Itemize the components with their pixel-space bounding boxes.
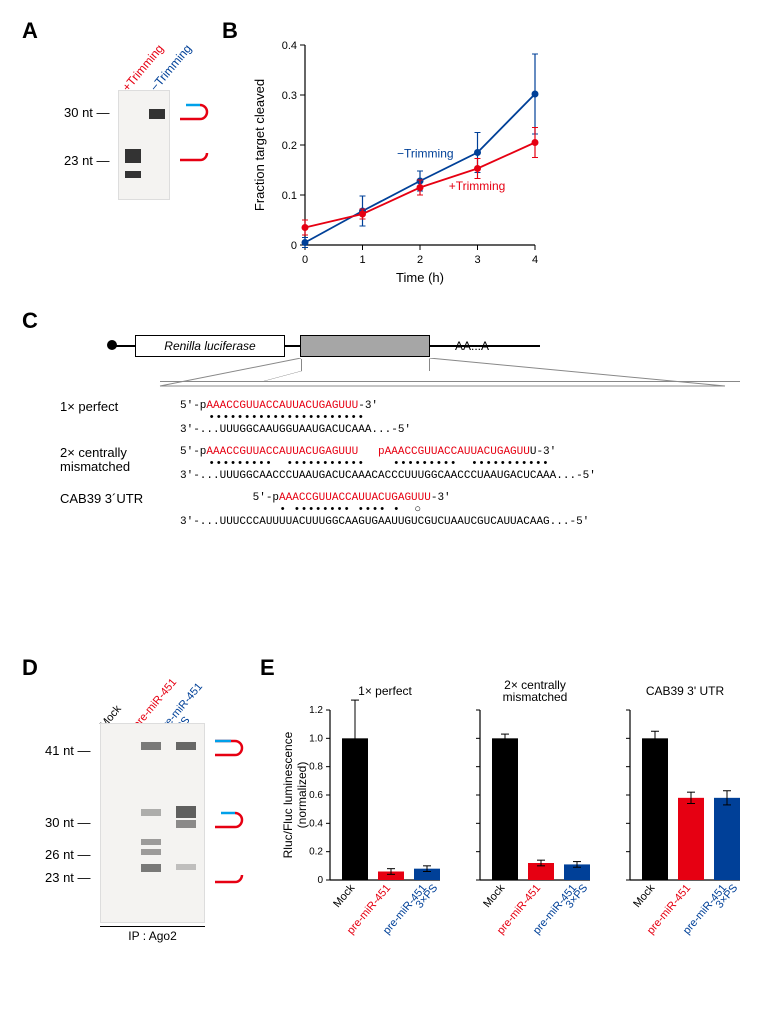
svg-text:Mock: Mock [331, 882, 357, 910]
sequence-row: CAB39 3´UTR 5'-pAAACCGUUACCAUUACUGAGUUU-… [60, 492, 730, 528]
panel-a-gel: +Trimming−Trimming 30 nt —23 nt — [50, 35, 230, 215]
svg-text:0: 0 [291, 240, 297, 252]
panel-e-charts: Rluc/Fluc luminescence(normalized) 0 0.2 0.… [280, 680, 740, 990]
panel-d-label: D [22, 655, 38, 681]
svg-text:Fraction target cleaved: Fraction target cleaved [252, 79, 267, 211]
svg-text:CAB39 3' UTR: CAB39 3' UTR [646, 684, 725, 698]
utr-box [300, 335, 430, 357]
size-marker: 23 nt — [45, 870, 91, 885]
ip-label: IP : Ago2 [100, 926, 205, 943]
svg-text:0.4: 0.4 [282, 40, 297, 52]
svg-text:1.2: 1.2 [309, 705, 323, 716]
svg-text:0.6: 0.6 [309, 790, 323, 801]
size-marker: 23 nt — [64, 153, 110, 168]
svg-text:0: 0 [302, 254, 308, 266]
renilla-box: Renilla luciferase [135, 335, 285, 357]
hairpin-icon [213, 809, 251, 833]
panel-a-label: A [22, 18, 38, 44]
size-marker: 30 nt — [64, 105, 110, 120]
svg-text:0.8: 0.8 [309, 762, 323, 773]
hairpin-icon [178, 101, 216, 125]
hairpin-icon [213, 864, 251, 888]
svg-text:0: 0 [317, 875, 323, 886]
seq-label: CAB39 3´UTR [60, 492, 180, 506]
svg-text:3: 3 [474, 254, 480, 266]
panel-e-label: E [260, 655, 275, 681]
svg-text:0.4: 0.4 [309, 818, 323, 829]
hairpin-icon [178, 142, 216, 166]
svg-text:0.1: 0.1 [282, 190, 297, 202]
hairpin-icon [213, 737, 251, 761]
sequence-row: 1× perfect5'-pAAACCGUUACCAUUACUGAGUUU-3'… [60, 400, 730, 436]
seq-label: 1× perfect [60, 400, 180, 414]
svg-text:+Trimming: +Trimming [449, 179, 506, 193]
panel-c-label: C [22, 308, 38, 334]
svg-text:1.0: 1.0 [309, 733, 323, 744]
svg-text:2: 2 [417, 254, 423, 266]
svg-text:0.2: 0.2 [309, 847, 323, 858]
seq-label: 2× centrallymismatched [60, 446, 180, 474]
size-marker: 30 nt — [45, 815, 91, 830]
panel-b-chart: 0 1 2 3 4 0 0.1 0.2 0.3 0.4 Time (h) Fraction targe… [250, 30, 550, 290]
panel-c-diagram: Renilla luciferase AA...A 1× perfect5'-p… [60, 325, 730, 528]
svg-text:0.2: 0.2 [282, 140, 297, 152]
panel-b-label: B [222, 18, 238, 44]
svg-text:Mock: Mock [481, 882, 507, 910]
svg-text:1× perfect: 1× perfect [358, 684, 412, 698]
size-marker: 41 nt — [45, 743, 91, 758]
panel-d-gel: Mockpre-miR-451pre-miR-451 3×PS 41 nt —3… [45, 675, 245, 943]
svg-text:(normalized): (normalized) [295, 762, 309, 829]
svg-text:Rluc/Fluc luminescence: Rluc/Fluc luminescence [281, 731, 295, 858]
svg-text:Time (h): Time (h) [396, 270, 444, 285]
svg-text:0.3: 0.3 [282, 90, 297, 102]
size-marker: 26 nt — [45, 847, 91, 862]
bracket-svg [60, 358, 730, 388]
svg-text:1: 1 [359, 254, 365, 266]
sequence-row: 2× centrallymismatched5'-pAAACCGUUACCAUU… [60, 446, 730, 482]
svg-text:Mock: Mock [631, 882, 657, 910]
polya-tail: AA...A [455, 339, 489, 353]
svg-text:4: 4 [532, 254, 538, 266]
svg-text:−Trimming: −Trimming [397, 147, 454, 161]
svg-text:mismatched: mismatched [503, 690, 568, 704]
